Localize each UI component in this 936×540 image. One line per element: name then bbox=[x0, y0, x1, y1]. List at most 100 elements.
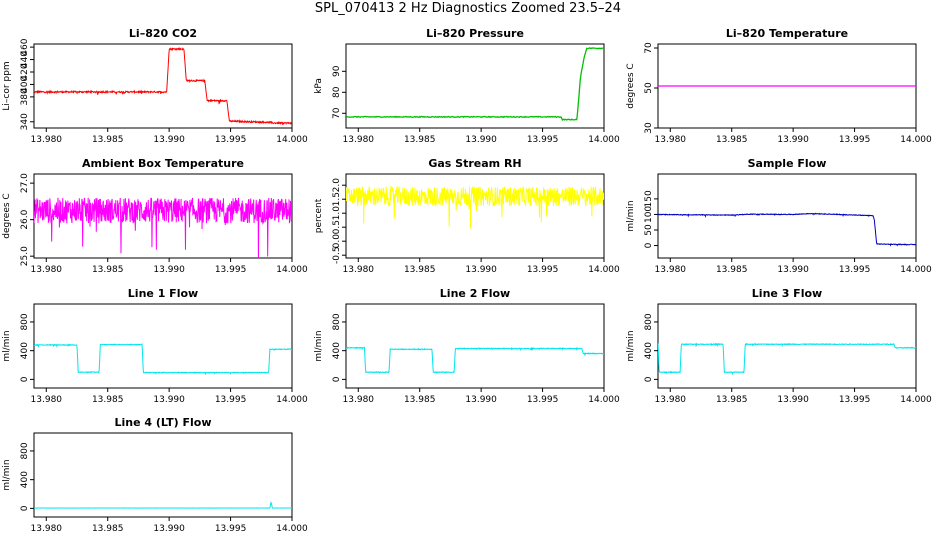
y-tick-label: 400 bbox=[332, 342, 342, 359]
panel-2: Li–820 Pressure 13.980 13.985 13.990 13.995 1… bbox=[314, 27, 620, 145]
y-tick-label: 800 bbox=[20, 313, 30, 330]
x-tick-label: 13.985 bbox=[92, 265, 124, 275]
x-tick-label: 13.995 bbox=[839, 135, 871, 145]
y-tick-label: 340 bbox=[20, 113, 30, 130]
y-tick-label: 70 bbox=[332, 107, 342, 119]
x-tick-label: 13.990 bbox=[465, 395, 497, 405]
x-tick-label: 14.000 bbox=[276, 395, 308, 405]
y-tick-label: 1.5 bbox=[332, 192, 342, 206]
series-line-1 bbox=[34, 46, 292, 126]
x-tick-label: 13.980 bbox=[343, 265, 375, 275]
y-axis-label: percent bbox=[314, 198, 324, 233]
y-tick-label: 420 bbox=[20, 63, 30, 80]
x-tick-label: 14.000 bbox=[900, 265, 932, 275]
y-axis-label: ml/min bbox=[626, 200, 636, 231]
series-line-1 bbox=[34, 501, 292, 509]
x-tick-label: 13.980 bbox=[31, 395, 63, 405]
x-tick-label: 13.990 bbox=[465, 135, 497, 145]
x-tick-label: 13.990 bbox=[465, 265, 497, 275]
x-tick-label: 13.995 bbox=[215, 395, 247, 405]
y-tick-label: 400 bbox=[644, 342, 654, 359]
y-tick-label: 800 bbox=[644, 313, 654, 330]
x-tick-label: 13.995 bbox=[215, 135, 247, 145]
y-tick-label: 400 bbox=[20, 76, 30, 93]
figure-title: SPL_070413 2 Hz Diagnostics Zoomed 23.5–… bbox=[314, 1, 622, 16]
y-axis-label: kPa bbox=[314, 78, 324, 94]
plot-frame bbox=[345, 173, 605, 259]
panel-title: Line 2 Flow bbox=[440, 287, 510, 300]
panel-title: Ambient Box Temperature bbox=[82, 157, 244, 170]
x-tick-label: 13.985 bbox=[404, 135, 436, 145]
x-tick-label: 13.985 bbox=[404, 265, 436, 275]
panel-title: Li–820 Temperature bbox=[726, 27, 848, 40]
y-tick-label: 460 bbox=[20, 38, 30, 55]
plot-frame bbox=[345, 43, 605, 129]
plot-frame bbox=[33, 432, 293, 518]
x-tick-label: 13.985 bbox=[92, 135, 124, 145]
x-tick-label: 13.980 bbox=[655, 265, 687, 275]
y-axis-label: degrees C bbox=[2, 193, 12, 238]
y-tick-label: 30 bbox=[644, 122, 654, 134]
y-tick-label: 80 bbox=[332, 86, 342, 98]
y-tick-label: 0.0 bbox=[332, 234, 342, 249]
panel-7: Line 1 Flow 13.980 13.985 13.990 13.995 14.00… bbox=[2, 287, 308, 405]
x-tick-label: 14.000 bbox=[900, 135, 932, 145]
x-tick-label: 13.980 bbox=[655, 135, 687, 145]
panel-3: Li–820 Temperature 13.980 13.985 13.990 13.9… bbox=[626, 27, 932, 145]
x-tick-label: 13.990 bbox=[777, 135, 809, 145]
x-tick-label: 13.990 bbox=[153, 265, 185, 275]
x-tick-label: 13.990 bbox=[777, 265, 809, 275]
y-tick-label: 70 bbox=[644, 42, 654, 54]
panel-title: Li–820 CO2 bbox=[129, 27, 197, 40]
y-tick-label: 100 bbox=[644, 206, 654, 223]
y-tick-label: 440 bbox=[20, 51, 30, 68]
y-tick-label: 90 bbox=[332, 65, 342, 77]
y-tick-label: 800 bbox=[20, 442, 30, 459]
x-tick-label: 14.000 bbox=[588, 135, 620, 145]
y-axis-label: ml/min bbox=[2, 459, 12, 490]
panel-title: Line 4 (LT) Flow bbox=[115, 416, 212, 429]
x-tick-label: 13.995 bbox=[527, 135, 559, 145]
x-tick-label: 13.985 bbox=[92, 395, 124, 405]
x-tick-label: 13.980 bbox=[655, 395, 687, 405]
y-axis-label: ml/min bbox=[2, 330, 12, 361]
panel-title: Sample Flow bbox=[748, 157, 827, 170]
x-tick-label: 13.990 bbox=[153, 524, 185, 534]
x-tick-label: 13.995 bbox=[215, 524, 247, 534]
x-tick-label: 14.000 bbox=[276, 265, 308, 275]
x-tick-label: 13.980 bbox=[343, 135, 375, 145]
series-line-1 bbox=[346, 185, 604, 229]
x-tick-label: 13.985 bbox=[92, 524, 124, 534]
x-tick-label: 13.980 bbox=[343, 395, 375, 405]
y-axis-label: degrees C bbox=[626, 63, 636, 108]
y-tick-label: 2.0 bbox=[332, 178, 342, 193]
y-axis-label: ml/min bbox=[626, 330, 636, 361]
y-tick-label: 400 bbox=[20, 342, 30, 359]
y-tick-label: 800 bbox=[332, 313, 342, 330]
y-axis-label: ml/min bbox=[314, 330, 324, 361]
x-tick-label: 13.995 bbox=[527, 395, 559, 405]
plot-frame bbox=[345, 303, 605, 389]
y-tick-label: 50 bbox=[644, 82, 654, 94]
panel-title: Gas Stream RH bbox=[428, 157, 521, 170]
plot-frame bbox=[33, 303, 293, 389]
y-tick-label: 0 bbox=[332, 376, 342, 382]
panel-9: Line 3 Flow 13.980 13.985 13.990 13.995 14.00… bbox=[626, 287, 932, 405]
series-line-1 bbox=[346, 346, 604, 374]
y-tick-label: 27.0 bbox=[20, 173, 30, 193]
x-tick-label: 13.980 bbox=[31, 135, 63, 145]
y-tick-label: 1.0 bbox=[332, 206, 342, 221]
series-line-1 bbox=[658, 342, 916, 376]
x-tick-label: 13.990 bbox=[777, 395, 809, 405]
x-tick-label: 13.985 bbox=[716, 135, 748, 145]
x-tick-label: 13.980 bbox=[31, 265, 63, 275]
x-tick-label: 13.985 bbox=[404, 395, 436, 405]
panel-10: Line 4 (LT) Flow 13.980 13.985 13.990 13.995… bbox=[2, 416, 308, 534]
y-tick-label: 26.0 bbox=[20, 209, 30, 229]
panel-4: Ambient Box Temperature 13.980 13.985 13.99… bbox=[2, 157, 308, 275]
series-line-1 bbox=[34, 342, 292, 376]
x-tick-label: 13.980 bbox=[31, 524, 63, 534]
x-tick-label: 13.985 bbox=[716, 395, 748, 405]
series-line-1 bbox=[346, 47, 604, 121]
